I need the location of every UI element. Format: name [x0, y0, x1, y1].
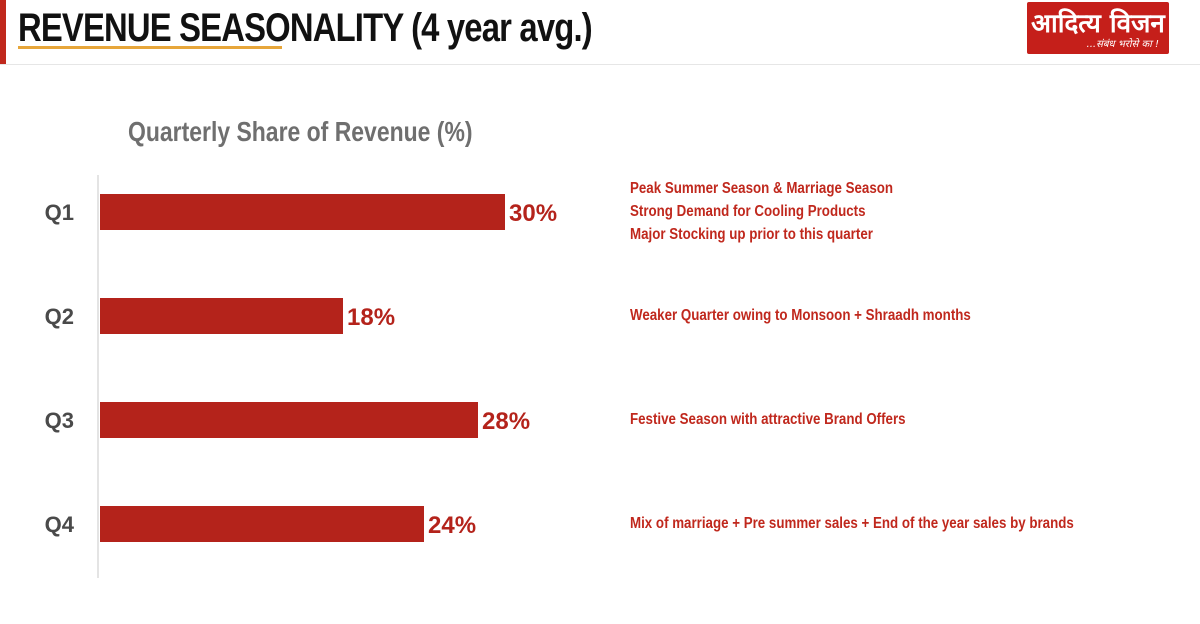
bars-group: Q1 30% Q2 18% Q3 28% Q4 24% — [45, 194, 557, 542]
logo-text: आदित्य विजन — [1031, 9, 1165, 39]
logo-tagline: ...संबंध भरोसे का ! — [1086, 39, 1159, 50]
bar-q1 — [100, 194, 505, 230]
note-line: Strong Demand for Cooling Products — [630, 202, 866, 220]
note-line: Mix of marriage + Pre summer sales + End… — [630, 514, 1074, 532]
page-title: REVENUE SEASONALITY (4 year avg.) — [18, 6, 593, 50]
value-label-q4: 24% — [428, 512, 476, 539]
note-q3: Festive Season with attractive Brand Off… — [630, 408, 906, 431]
value-label-q1: 30% — [509, 200, 557, 227]
bar-q4 — [100, 506, 424, 542]
value-label-q2: 18% — [347, 304, 395, 331]
note-q1: Peak Summer Season & Marriage Season Stro… — [630, 177, 893, 246]
note-line: Festive Season with attractive Brand Off… — [630, 410, 906, 428]
brand-logo: आदित्य विजन ...संबंध भरोसे का ! — [1027, 2, 1169, 54]
header-accent — [0, 0, 6, 64]
note-line: Weaker Quarter owing to Monsoon + Shraad… — [630, 306, 971, 324]
note-q2: Weaker Quarter owing to Monsoon + Shraad… — [630, 304, 971, 327]
note-line: Major Stocking up prior to this quarter — [630, 225, 873, 243]
bar-q3 — [100, 402, 478, 438]
value-label-q3: 28% — [482, 408, 530, 435]
title-underline — [18, 46, 282, 49]
chart-title: Quarterly Share of Revenue (%) — [128, 116, 473, 147]
note-q4: Mix of marriage + Pre summer sales + End… — [630, 512, 1074, 535]
bar-q2 — [100, 298, 343, 334]
note-line: Peak Summer Season & Marriage Season — [630, 179, 894, 197]
category-label-q1: Q1 — [45, 200, 74, 225]
category-label-q4: Q4 — [45, 512, 75, 537]
header-bar: REVENUE SEASONALITY (4 year avg.) आदित्य… — [0, 0, 1200, 65]
category-label-q2: Q2 — [45, 304, 74, 329]
category-label-q3: Q3 — [45, 408, 74, 433]
